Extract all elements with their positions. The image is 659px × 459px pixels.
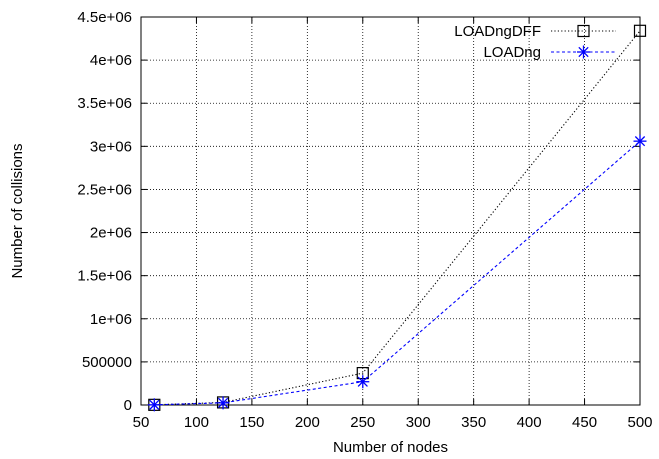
data-series: [147, 24, 647, 412]
series-line: [154, 30, 641, 406]
asterisk-marker: [577, 45, 590, 59]
asterisk-marker: [633, 134, 647, 148]
grid-lines: [141, 17, 640, 405]
x-tick-label: 500: [627, 414, 652, 431]
x-tick-label: 50: [133, 414, 150, 431]
y-tick-label: 4e+06: [90, 52, 132, 69]
x-tick-label: 400: [517, 414, 542, 431]
series-line: [154, 140, 641, 406]
y-tick-label: 2.5e+06: [77, 181, 132, 198]
axis-ticks: [140, 16, 641, 406]
x-axis-title: Number of nodes: [333, 439, 448, 456]
square-marker: [633, 24, 647, 37]
legend-label: LOADngDFF: [454, 23, 541, 40]
y-axis-tick-labels: 0 500000 1e+06 1.5e+06 2e+06 2.5e+06 3e+06 3.5e…: [77, 9, 132, 414]
y-tick-label: 3e+06: [90, 138, 132, 155]
legend-item: LOADngDFF: [454, 23, 616, 40]
legend: LOADngDFF LOADng: [454, 23, 616, 61]
asterisk-marker: [356, 375, 370, 389]
y-tick-label: 1.5e+06: [77, 268, 132, 285]
legend-item: LOADng: [483, 44, 616, 61]
x-tick-label: 450: [572, 414, 597, 431]
x-tick-label: 350: [461, 414, 486, 431]
x-tick-label: 150: [239, 414, 264, 431]
x-tick-label: 300: [406, 414, 431, 431]
series-loadng: [147, 134, 647, 412]
asterisk-marker: [147, 398, 161, 412]
asterisk-marker: [216, 396, 230, 410]
x-tick-label: 250: [350, 414, 375, 431]
y-tick-label: 3.5e+06: [77, 95, 132, 112]
x-axis-tick-labels: 50 100 150 200 250 300 350 400 450 500: [133, 414, 653, 431]
x-tick-label: 100: [184, 414, 209, 431]
y-tick-label: 4.5e+06: [77, 9, 132, 26]
square-marker: [577, 24, 590, 38]
legend-label: LOADng: [483, 44, 541, 61]
y-tick-label: 500000: [82, 354, 132, 371]
y-tick-label: 0: [124, 397, 132, 414]
y-tick-label: 1e+06: [90, 311, 132, 328]
y-tick-label: 2e+06: [90, 225, 132, 242]
y-axis-title: Number of collisions: [9, 143, 26, 278]
x-tick-label: 200: [295, 414, 320, 431]
plot-area-frame: [140, 16, 641, 406]
